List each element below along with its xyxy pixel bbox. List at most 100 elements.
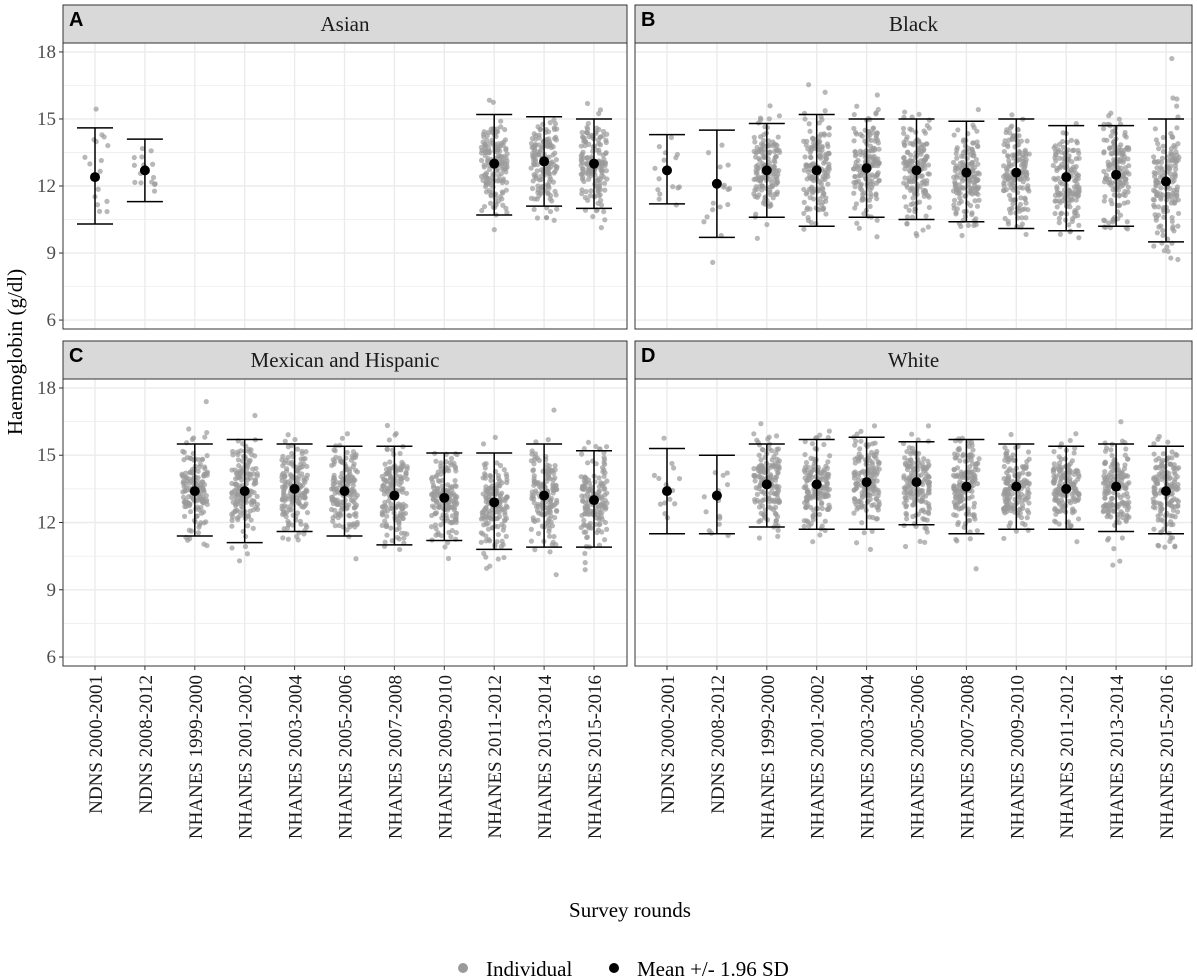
individual-point [925,224,931,230]
individual-point [1169,214,1175,221]
individual-point [901,194,908,200]
individual-point [1116,145,1122,151]
individual-point [1153,217,1159,223]
individual-point [973,566,979,572]
individual-point [875,106,881,113]
individual-point [908,179,914,185]
individual-point [298,521,304,527]
individual-point [1158,159,1165,166]
individual-point [281,491,287,497]
individual-point [601,454,607,461]
individual-point [189,436,196,442]
individual-point [1052,505,1058,512]
individual-point [825,173,831,180]
mean-point [1111,481,1122,492]
mean-point [1111,169,1122,180]
mean-point [861,163,872,174]
mean-point [289,483,300,494]
individual-point [1001,141,1007,148]
individual-point [961,137,967,143]
individual-point [502,126,508,133]
individual-points [528,117,560,223]
individual-point [595,177,601,184]
individual-point [817,490,823,496]
individual-point [959,184,965,191]
individual-point [1006,192,1013,198]
individual-point [851,496,858,502]
individual-point [583,475,589,481]
individual-point [578,143,584,149]
individual-point [953,150,959,157]
individual-point [448,492,455,498]
individual-point [802,451,808,458]
individual-point [1175,223,1181,229]
y-tick-label: 9 [47,580,57,601]
individual-point [445,555,452,562]
individual-point [199,457,205,463]
individual-point [1123,446,1129,452]
individual-point [597,107,604,113]
individual-point [492,434,498,440]
individual-point [971,504,977,510]
individual-point [1156,543,1162,549]
individual-point [857,131,864,138]
individual-point [1150,154,1157,160]
y-tick-label: 18 [37,378,56,399]
individual-point [530,153,536,159]
individual-point [1073,120,1079,127]
individual-point [871,423,878,429]
individual-point [1175,498,1181,505]
individual-point [1122,165,1129,171]
individual-point [1106,113,1112,119]
individual-point [304,524,310,530]
individual-point [751,176,757,183]
individual-point [767,201,773,207]
individual-point [1076,155,1082,161]
individual-point [902,455,908,461]
individual-point [1052,143,1058,149]
individual-point [958,153,965,159]
individual-point [972,190,978,196]
individual-point [956,445,962,451]
individual-point [1016,471,1022,477]
individual-point [1168,255,1174,261]
x-tick-label: NDNS 2008-2012 [708,675,729,814]
individual-point [1151,485,1157,491]
individual-point [302,503,308,509]
individual-point [1112,185,1118,191]
individual-point [1076,188,1082,195]
individual-point [497,492,503,498]
individual-point [399,506,406,512]
individual-point [548,176,554,182]
individual-point [754,437,760,443]
individual-point [968,186,974,192]
individual-point [754,491,760,497]
individual-point [544,462,550,468]
individual-point [776,498,782,504]
individual-point [428,524,435,530]
individual-point [344,527,350,533]
individual-point [553,507,560,514]
individual-point [1123,176,1129,182]
individual-point [824,481,830,487]
individual-point [759,446,765,453]
individual-point [975,186,981,192]
individual-point [478,157,485,163]
individual-point [1071,471,1077,477]
individual-point [379,522,385,529]
mean-point [1161,176,1171,187]
individual-point [233,470,240,476]
individual-point [816,207,822,213]
individual-point [873,180,880,186]
individual-point [724,470,730,476]
individual-point [197,464,203,470]
individual-point [1023,231,1029,238]
individual-point [592,508,598,514]
individual-point [1070,189,1076,195]
individual-points [578,100,610,231]
individual-point [384,446,390,453]
individual-point [1005,164,1011,170]
individual-point [1169,55,1175,62]
individual-point [767,189,773,196]
